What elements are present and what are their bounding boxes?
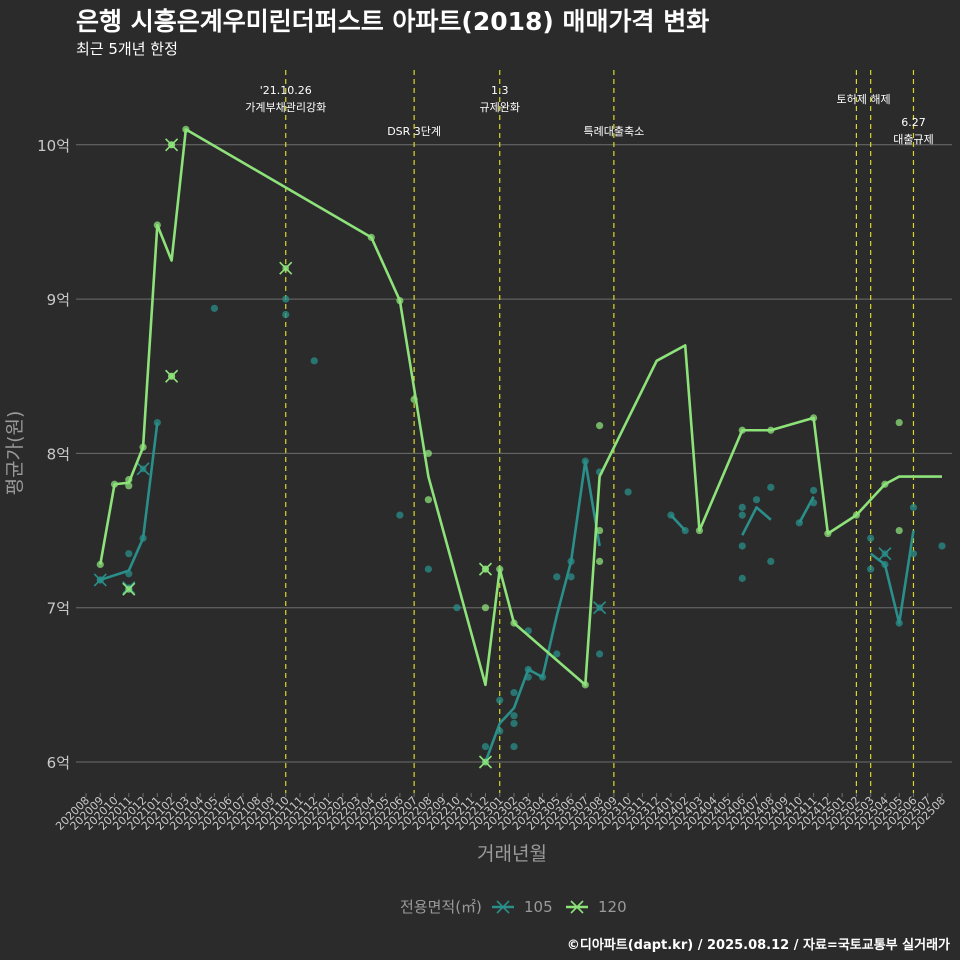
series-layer [93,125,946,769]
cancelled-point-105 [596,604,603,612]
data-point-105 [553,573,561,581]
cancelled-point-120 [168,372,176,380]
chart-subtitle: 최근 5개년 한정 [76,40,178,58]
data-point-105 [510,742,518,751]
data-point-105 [567,573,575,581]
series-line-105 [741,506,772,536]
y-tick-label: 6억 [47,754,70,772]
chart-title: 은행 시흥은계우미린더퍼스트 아파트(2018) 매매가격 변화 [76,7,710,36]
event-label: '21.10.26 [260,84,312,97]
data-point-105 [282,295,290,303]
legend-marker-105 [496,900,510,914]
data-point-120 [596,557,604,566]
data-point-105 [481,742,490,751]
data-point-120 [895,418,903,427]
y-tick-label: 8억 [47,445,70,463]
legend-label-105: 105 [524,898,553,916]
cancelled-point-120 [125,585,133,593]
event-label: 6.27 [901,116,926,129]
data-point-105 [938,542,946,550]
data-point-105 [810,486,818,495]
data-point-120 [481,604,490,612]
data-point-105 [867,565,875,573]
x-axis-title: 거래년월 [477,843,547,865]
y-tick-label: 9억 [47,291,70,309]
cancelled-point-120 [482,565,489,573]
data-point-105 [424,565,432,573]
data-point-120 [895,526,903,535]
data-point-105 [510,712,518,720]
series-line-105 [869,530,915,625]
event-label: 1.3 [491,84,509,97]
cancelled-point-105 [881,550,889,558]
y-axis-title: 평균가(원) [4,411,26,496]
cancelled-point-120 [282,264,290,272]
legend-marker-120 [570,900,584,914]
cancelled-point-105 [139,465,147,473]
data-point-120 [596,422,604,430]
data-point-105 [210,304,218,312]
data-point-105 [596,650,604,658]
x-axis: 2020082020092020102020112020122021012021… [53,793,948,833]
data-point-105 [624,488,632,496]
data-point-105 [752,496,761,504]
data-point-105 [125,550,133,558]
data-point-105 [767,557,775,566]
cancelled-point-120 [482,758,489,766]
data-point-105 [738,511,746,519]
data-point-120 [596,526,604,535]
cancelled-point-120 [168,141,176,149]
grid-lines [76,144,952,763]
event-label: 가계부채관리강화 [245,101,326,114]
series-line-105 [798,495,815,524]
data-point-105 [496,696,504,704]
event-label: 특례대출축소 [583,125,644,138]
data-point-105 [738,503,746,512]
event-label: 규제완화 [479,101,519,114]
data-point-105 [738,542,746,550]
event-label: 토허제 해제 [836,92,890,106]
y-axis: 6억 7억 8억 9억 10억 [37,137,70,772]
data-point-105 [909,503,918,512]
legend: 전용면적(㎡) 105 120 [400,898,627,916]
source-caption: ©디아파트(dapt.kr) / 2025.08.12 / 자료=국토교통부 실… [566,938,950,953]
data-point-105 [767,483,775,491]
data-point-105 [867,534,875,542]
data-point-105 [909,550,918,558]
y-tick-label: 10억 [37,137,70,155]
data-point-105 [396,511,404,519]
data-point-105 [310,357,318,365]
data-point-105 [282,310,290,319]
series-line-105 [669,514,687,532]
data-point-120 [424,496,432,504]
series-line-105 [484,459,601,763]
event-label: DSR 3단계 [387,125,441,138]
cancelled-point-105 [96,576,104,584]
data-point-105 [738,574,746,582]
data-point-105 [553,650,561,658]
data-point-105 [510,688,518,697]
series-line-120 [98,128,942,687]
data-point-105 [510,719,518,728]
data-point-105 [453,604,461,612]
event-label: 대출규제 [893,133,933,146]
data-point-120 [424,449,432,457]
series-line-105 [99,422,159,582]
y-tick-label: 7억 [47,600,70,618]
legend-label-120: 120 [598,898,627,916]
legend-title: 전용면적(㎡) [400,898,482,916]
